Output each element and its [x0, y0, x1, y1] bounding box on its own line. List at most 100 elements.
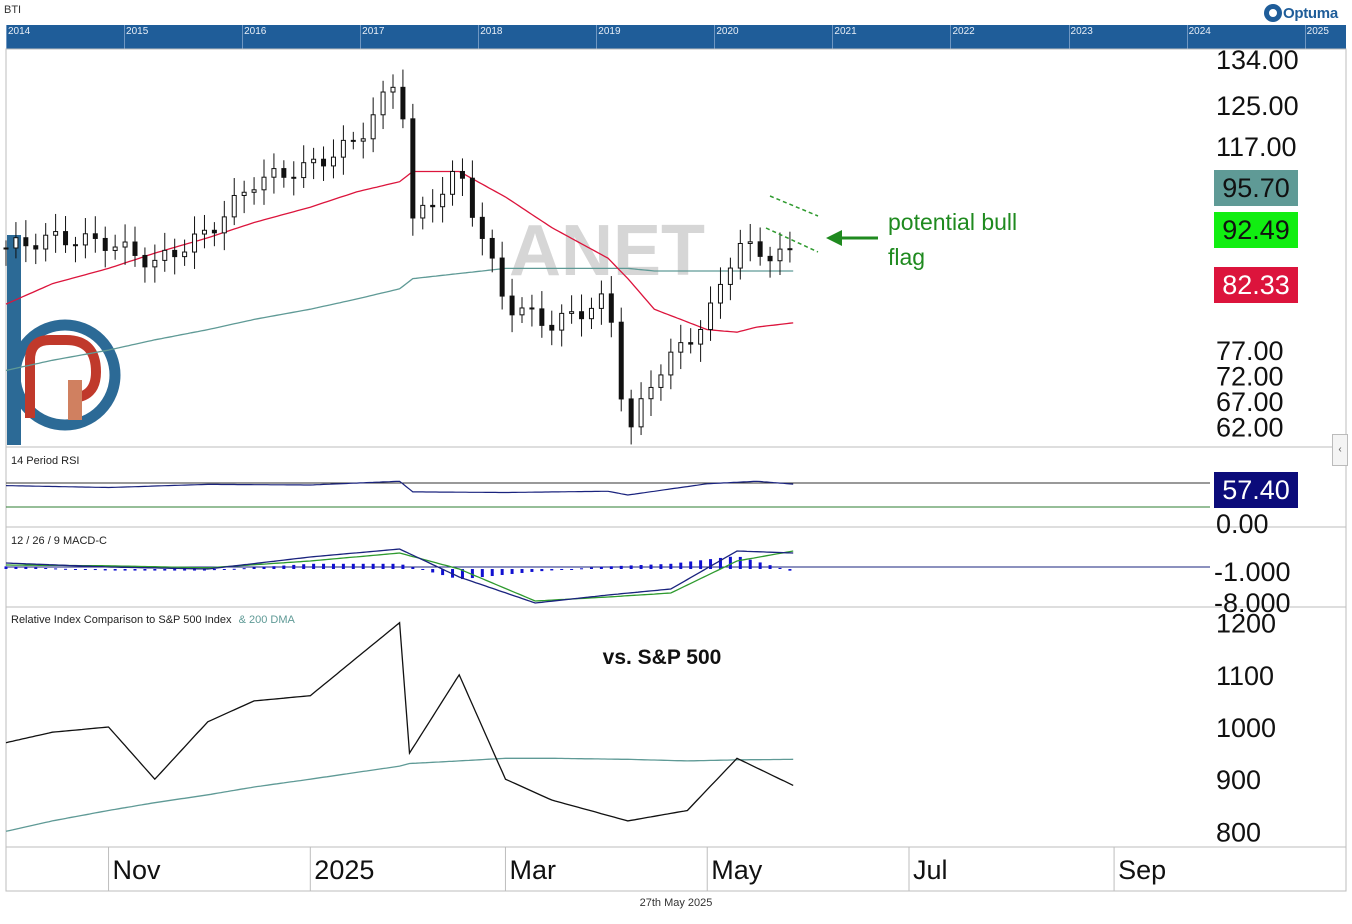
- candle: [192, 216, 198, 269]
- macd-histogram-bar: [570, 569, 574, 570]
- macd-histogram-bar: [460, 569, 464, 580]
- candle: [757, 227, 763, 266]
- candle: [43, 223, 49, 262]
- candle: [271, 153, 277, 194]
- candle: [579, 294, 585, 337]
- candle: [499, 241, 505, 310]
- timeline-navigator[interactable]: 2014 2015 2016 2017 2018 2019 2020 2021 2022 2023…: [6, 25, 1346, 49]
- macd-histogram-bar: [153, 569, 157, 571]
- macd-histogram-bar: [411, 567, 415, 569]
- candle: [172, 238, 178, 275]
- navigator-year-label[interactable]: 2020: [716, 26, 739, 37]
- macd-histogram-bar: [689, 561, 693, 569]
- annotation-line2: flag: [888, 244, 925, 270]
- macd-histogram-bar: [441, 569, 445, 576]
- x-axis-tick: Jul: [913, 855, 948, 885]
- navigator-year-label[interactable]: 2022: [952, 26, 975, 37]
- navigator-year-label[interactable]: 2015: [126, 26, 149, 37]
- candle: [400, 69, 406, 129]
- macd-histogram-bar: [322, 563, 326, 569]
- macd-histogram-bar: [143, 569, 147, 571]
- relative-axis-tick: 1100: [1216, 661, 1274, 691]
- macd-histogram-bar: [510, 569, 514, 574]
- macd-histogram-bar: [659, 564, 663, 569]
- macd-histogram-bar: [639, 565, 643, 569]
- candle: [608, 276, 614, 338]
- navigator-year-label[interactable]: 2016: [244, 26, 267, 37]
- macd-histogram-bar: [649, 564, 653, 569]
- navigator-year-label[interactable]: 2021: [834, 26, 857, 37]
- navigator-year-label[interactable]: 2023: [1070, 26, 1093, 37]
- macd-histogram-bar: [728, 556, 732, 569]
- macd-histogram-bar: [262, 566, 266, 569]
- relative-label: Relative Index Comparison to S&P 500 Ind…: [11, 614, 296, 626]
- candle: [618, 307, 624, 412]
- relative-axis-tick: 900: [1216, 765, 1261, 795]
- macd-histogram-bar: [103, 569, 107, 571]
- macd-histogram-bar: [580, 568, 584, 570]
- macd-histogram-bar: [599, 566, 603, 569]
- candle: [598, 280, 604, 325]
- relative-axis-tick: 1200: [1216, 609, 1276, 639]
- candle: [102, 226, 108, 268]
- macd-histogram-bar: [788, 569, 792, 571]
- last-price-tag: 95.70: [1214, 170, 1298, 206]
- candle: [767, 246, 773, 278]
- candle: [777, 232, 783, 275]
- navigator-year-label[interactable]: 2019: [598, 26, 621, 37]
- macd-histogram-bar: [431, 569, 435, 573]
- macd-histogram-bar: [530, 569, 534, 572]
- macd-histogram-bar: [718, 557, 722, 569]
- navigator-year-label[interactable]: 2014: [8, 26, 31, 37]
- macd-axis-tick-2: -8.000: [1214, 588, 1291, 618]
- macd-line: [5, 548, 794, 604]
- candle: [737, 229, 743, 280]
- macd-histogram-bar: [83, 569, 87, 570]
- navigator-year-tick: [714, 25, 716, 49]
- candle: [291, 161, 297, 196]
- rsi-value-tag: 57.40: [1214, 472, 1298, 508]
- navigator-year-label[interactable]: 2017: [362, 26, 385, 37]
- macd-histogram-bar: [401, 564, 405, 569]
- candle: [281, 160, 287, 188]
- candle: [72, 236, 78, 263]
- macd-histogram-bar: [669, 563, 673, 569]
- candle: [519, 297, 525, 324]
- candle: [410, 103, 416, 236]
- rsi-line: [5, 480, 794, 496]
- candle: [3, 240, 9, 266]
- candle: [340, 125, 346, 175]
- macd-histogram-bar: [312, 563, 316, 569]
- macd-axis-tick-1: -1.000: [1214, 557, 1291, 587]
- publisher-logo-icon: [7, 235, 121, 445]
- navigator-year-tick: [124, 25, 126, 49]
- candle: [658, 364, 664, 401]
- macd-histogram-bar: [202, 569, 206, 571]
- macd-histogram-bar: [4, 566, 8, 569]
- macd-histogram-bar: [302, 564, 306, 569]
- candle: [588, 297, 594, 330]
- candle: [330, 139, 336, 179]
- navigator-year-tick: [478, 25, 480, 49]
- macd-histogram-bar: [540, 569, 544, 572]
- macd-histogram-bar: [609, 566, 613, 569]
- candle: [162, 232, 168, 272]
- navigator-year-label[interactable]: 2018: [480, 26, 503, 37]
- candle: [529, 294, 535, 327]
- macd-histogram-bar: [371, 563, 375, 569]
- candle: [430, 189, 436, 223]
- macd-signal-line: [6, 550, 794, 602]
- macd-histogram-bar: [113, 569, 117, 571]
- ma-200-line: [5, 267, 794, 372]
- navigator-year-tick: [6, 25, 7, 49]
- collapse-handle-icon[interactable]: ‹: [1332, 434, 1348, 466]
- macd-histogram-bar: [679, 562, 683, 569]
- navigator-year-label[interactable]: 2025: [1306, 26, 1329, 37]
- navigator-year-label[interactable]: 2024: [1188, 26, 1211, 37]
- candle: [251, 177, 257, 205]
- candle: [440, 176, 446, 223]
- candle: [747, 223, 753, 262]
- candle: [698, 320, 704, 362]
- candle: [459, 158, 465, 197]
- macd-histogram-bar: [381, 563, 385, 569]
